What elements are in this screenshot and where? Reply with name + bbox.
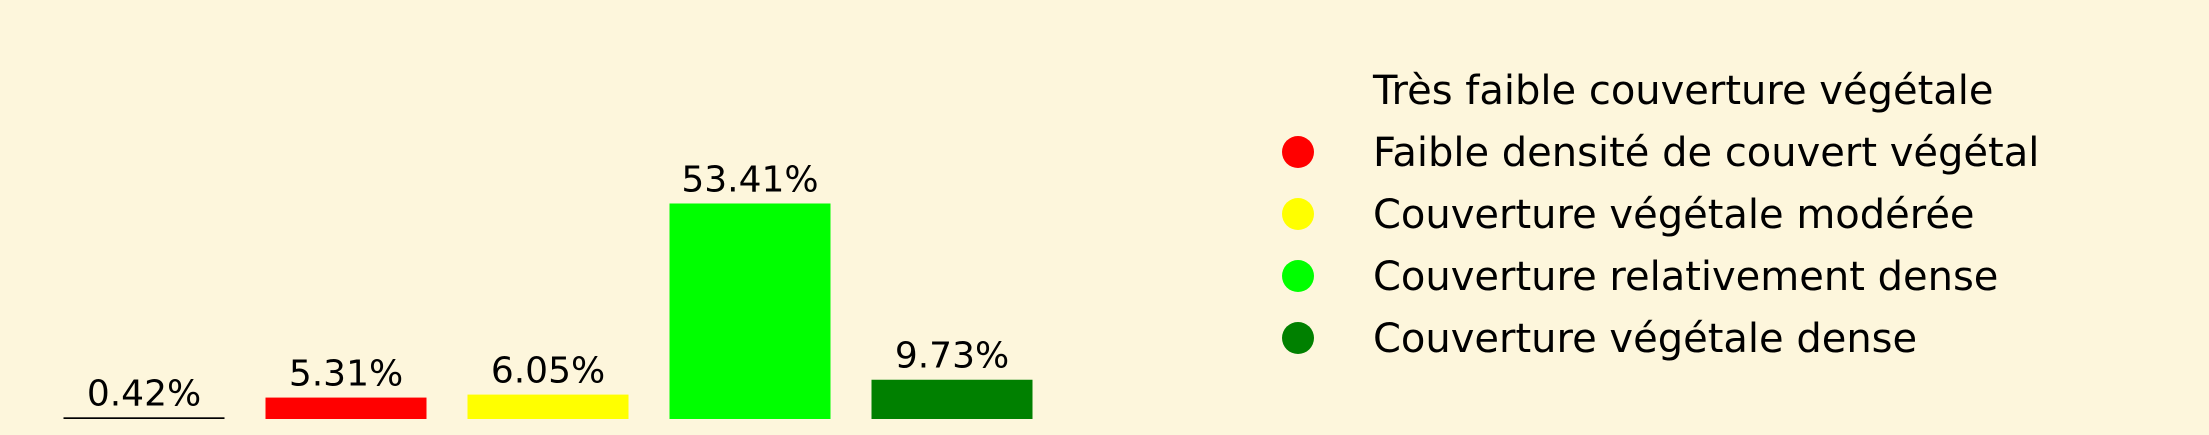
legend-entry: Couverture végétale dense xyxy=(1282,316,1917,362)
value-labels: 0.42% 5.31% 6.05% 53.41% 9.73% xyxy=(87,159,1009,414)
bars xyxy=(63,203,1033,419)
legend-marker xyxy=(1282,260,1314,292)
legend-marker xyxy=(1282,198,1314,230)
bar-2 xyxy=(265,397,427,419)
legend-entry: Faible densité de couvert végétal xyxy=(1282,130,2039,176)
bar-value-label: 0.42% xyxy=(87,373,201,414)
legend: Très faible couverture végétale Faible de… xyxy=(1282,68,2039,362)
legend-label: Couverture relativement dense xyxy=(1373,254,1998,300)
bar-value-label: 5.31% xyxy=(289,354,403,395)
legend-entry: Très faible couverture végétale xyxy=(1282,68,1994,114)
legend-marker xyxy=(1282,136,1314,168)
legend-marker xyxy=(1282,322,1314,354)
bar-1 xyxy=(63,417,225,419)
legend-entry: Couverture végétale modérée xyxy=(1282,192,1975,238)
bar-5 xyxy=(871,379,1033,419)
bar-3 xyxy=(467,394,629,419)
bar-4 xyxy=(669,203,831,419)
bar-value-label: 9.73% xyxy=(895,336,1009,377)
bar-value-label: 6.05% xyxy=(491,351,605,392)
legend-label: Très faible couverture végétale xyxy=(1372,68,1994,114)
legend-label: Faible densité de couvert végétal xyxy=(1373,130,2039,176)
legend-label: Couverture végétale dense xyxy=(1373,316,1917,362)
legend-label: Couverture végétale modérée xyxy=(1373,192,1975,238)
legend-marker xyxy=(1282,74,1314,106)
legend-entry: Couverture relativement dense xyxy=(1282,254,1998,300)
bar-value-label: 53.41% xyxy=(681,159,818,200)
